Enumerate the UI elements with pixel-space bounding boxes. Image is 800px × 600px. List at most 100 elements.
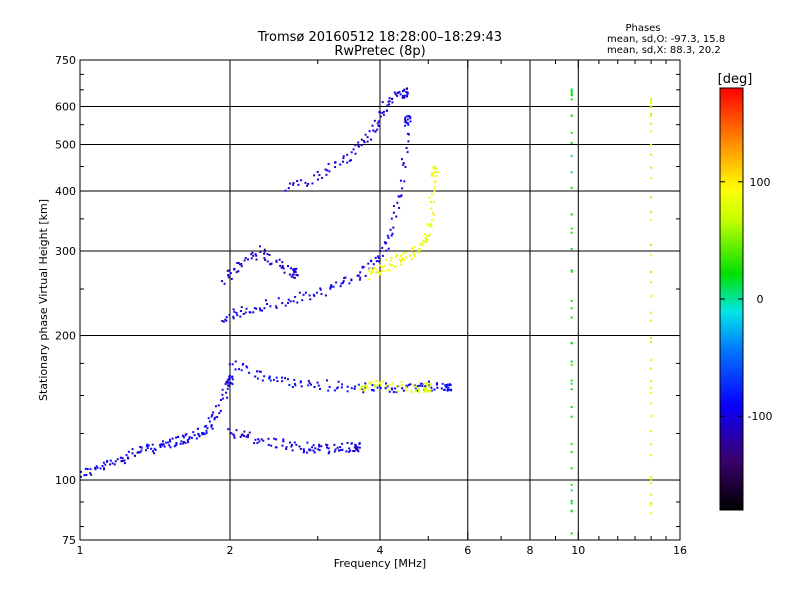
data-point — [377, 124, 380, 127]
data-point — [293, 382, 296, 385]
data-point — [650, 102, 653, 105]
data-point — [289, 182, 292, 185]
data-point — [354, 444, 357, 447]
data-point — [394, 93, 397, 96]
data-point — [431, 219, 434, 222]
data-point — [127, 457, 130, 460]
data-point — [650, 493, 653, 496]
data-point — [381, 254, 384, 257]
data-point — [182, 440, 185, 443]
data-point — [388, 390, 391, 393]
data-point — [371, 269, 374, 272]
trace — [221, 115, 412, 323]
data-point — [391, 101, 394, 104]
y-tick-label: 100 — [55, 474, 76, 487]
data-point — [423, 387, 426, 390]
data-point — [182, 442, 185, 445]
data-point — [266, 260, 269, 263]
data-point — [104, 463, 107, 466]
data-point — [390, 264, 393, 267]
data-point — [293, 268, 296, 271]
data-point — [253, 442, 256, 445]
data-point — [371, 270, 374, 273]
data-point — [261, 309, 264, 312]
data-point — [381, 101, 384, 104]
data-point — [400, 194, 403, 197]
data-point — [131, 448, 134, 451]
data-point — [650, 481, 653, 484]
data-point — [101, 464, 104, 467]
data-point — [239, 263, 242, 266]
data-point — [418, 243, 421, 246]
data-point — [310, 383, 313, 386]
data-point — [409, 383, 412, 386]
data-point — [79, 475, 82, 478]
data-point — [302, 451, 305, 454]
data-point — [377, 260, 380, 263]
data-point — [302, 448, 305, 451]
data-point — [570, 443, 573, 446]
colorbar-tick-label: 0 — [757, 293, 764, 306]
data-point — [263, 252, 266, 255]
data-point — [293, 378, 296, 381]
data-point — [145, 445, 148, 448]
data-point — [313, 174, 316, 177]
data-point — [570, 155, 573, 158]
data-point — [299, 381, 302, 384]
data-point — [287, 265, 290, 268]
data-point — [375, 379, 378, 382]
data-point — [413, 255, 416, 258]
data-point — [293, 276, 296, 279]
data-point — [133, 454, 136, 457]
data-point — [391, 388, 394, 391]
data-point — [256, 370, 259, 373]
data-point — [225, 391, 228, 394]
data-point — [369, 382, 372, 385]
data-point — [259, 309, 262, 312]
data-point — [376, 386, 379, 389]
data-point — [250, 253, 253, 256]
data-point — [247, 433, 250, 436]
data-point — [272, 378, 275, 381]
data-point — [376, 128, 379, 131]
data-point — [328, 170, 331, 173]
data-point — [111, 462, 114, 465]
data-point — [275, 259, 278, 262]
data-point — [570, 94, 573, 97]
data-point — [379, 273, 382, 276]
data-point — [282, 267, 285, 270]
data-point — [356, 274, 359, 277]
data-point — [446, 389, 449, 392]
data-point — [89, 472, 92, 475]
data-point — [324, 294, 327, 297]
data-point — [201, 433, 204, 436]
data-point — [228, 381, 231, 384]
data-point — [227, 384, 230, 387]
data-point — [151, 450, 154, 453]
trace — [650, 97, 653, 515]
data-point — [418, 247, 421, 250]
data-point — [348, 159, 351, 162]
data-point — [123, 459, 126, 462]
data-point — [362, 391, 365, 394]
data-point — [114, 460, 117, 463]
data-point — [339, 446, 342, 449]
data-point — [445, 384, 448, 387]
data-point — [650, 166, 653, 169]
data-point — [301, 299, 304, 302]
data-point — [348, 282, 351, 285]
data-point — [570, 171, 573, 174]
data-point — [398, 91, 401, 94]
data-point — [140, 449, 143, 452]
data-point — [116, 458, 119, 461]
data-point — [409, 117, 412, 120]
x-tick-label: 16 — [673, 544, 687, 557]
data-point — [424, 241, 427, 244]
data-point — [376, 255, 379, 258]
data-point — [238, 368, 241, 371]
data-point — [371, 124, 374, 127]
data-point — [380, 270, 383, 273]
data-point — [333, 450, 336, 453]
data-point — [402, 162, 405, 165]
